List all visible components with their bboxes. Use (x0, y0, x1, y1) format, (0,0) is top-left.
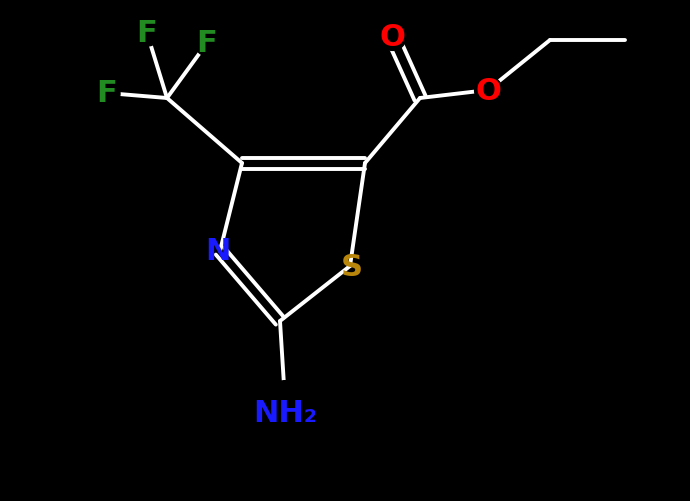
Text: S: S (341, 252, 363, 281)
Text: O: O (379, 23, 405, 52)
Text: F: F (197, 30, 217, 59)
Text: NH₂: NH₂ (253, 399, 317, 428)
Text: F: F (97, 79, 117, 108)
Text: F: F (137, 20, 157, 49)
Text: N: N (206, 237, 230, 266)
Text: O: O (475, 76, 501, 105)
